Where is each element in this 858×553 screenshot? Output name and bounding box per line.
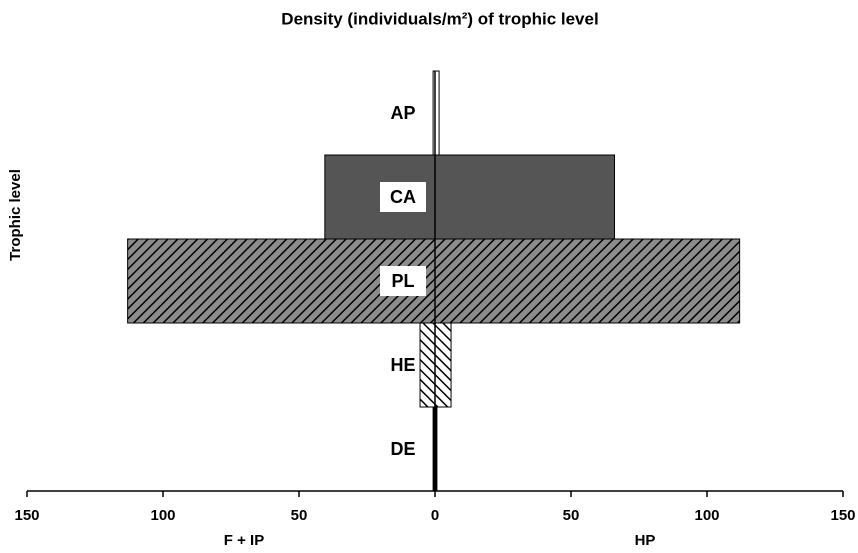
category-label: CA [390, 187, 416, 207]
category-label: HE [390, 355, 415, 375]
x-axis-label: HP [635, 532, 656, 549]
x-tick-label: 50 [291, 507, 308, 524]
y-axis-label: Trophic level [7, 169, 24, 261]
x-tick-label: 100 [694, 507, 719, 524]
label-box [380, 182, 426, 212]
x-tick-label: 100 [150, 507, 175, 524]
category-label: AP [390, 103, 415, 123]
x-axis-label: F + IP [224, 532, 264, 549]
x-tick-label: 150 [14, 507, 39, 524]
category-label: PL [391, 271, 414, 291]
bar [434, 322, 452, 408]
category-label: DE [390, 439, 415, 459]
x-tick-label: 150 [830, 507, 855, 524]
x-tick-label: 0 [431, 507, 439, 524]
chart-title: Density (individuals/m²) of trophic leve… [281, 9, 598, 28]
bar [434, 238, 741, 324]
x-tick-label: 50 [563, 507, 580, 524]
bar [419, 322, 436, 408]
label-box [380, 266, 426, 296]
bar [434, 154, 616, 240]
